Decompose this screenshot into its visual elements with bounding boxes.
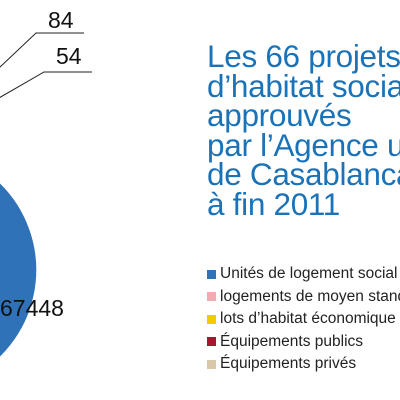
legend-label: Unités de logement social [220,265,398,282]
legend: Unités de logement social logements de m… [207,263,400,376]
title-line: à fin 2011 [207,185,341,219]
title-line: par l’Agence urbaine [207,126,400,163]
pie-slice [0,181,38,359]
legend-swatch [207,292,216,302]
title-line: de Casablanca [207,156,400,192]
title-line: approuvés [207,97,352,133]
title-line: Les 66 projets [207,42,400,74]
slice-value-label: 54 [56,43,82,69]
legend-swatch [207,314,216,324]
slice-value-label: 84 [48,7,74,33]
leader-line [0,71,92,98]
legend-label: Équipements privés [220,355,357,372]
chart-title: Les 66 projets d’habitat social approuvé… [207,42,400,219]
legend-label: logements de moyen standing [220,287,400,305]
legend-item: Unités de logement social [207,263,400,286]
legend-item: Équipements privés [207,353,400,376]
legend-label: lots d’habitat économique [220,310,396,327]
legend-item: logements de moyen standing [207,286,400,309]
legend-label: Équipements publics [220,332,364,350]
legend-swatch [207,359,216,369]
legend-item: lots d’habitat économique [207,308,400,331]
title-line: d’habitat social [207,67,400,104]
legend-item: Équipements publics [207,331,400,354]
slice-value-label: 67448 [0,295,64,321]
legend-swatch [207,269,216,279]
leader-line [0,32,84,68]
legend-swatch [207,337,216,347]
